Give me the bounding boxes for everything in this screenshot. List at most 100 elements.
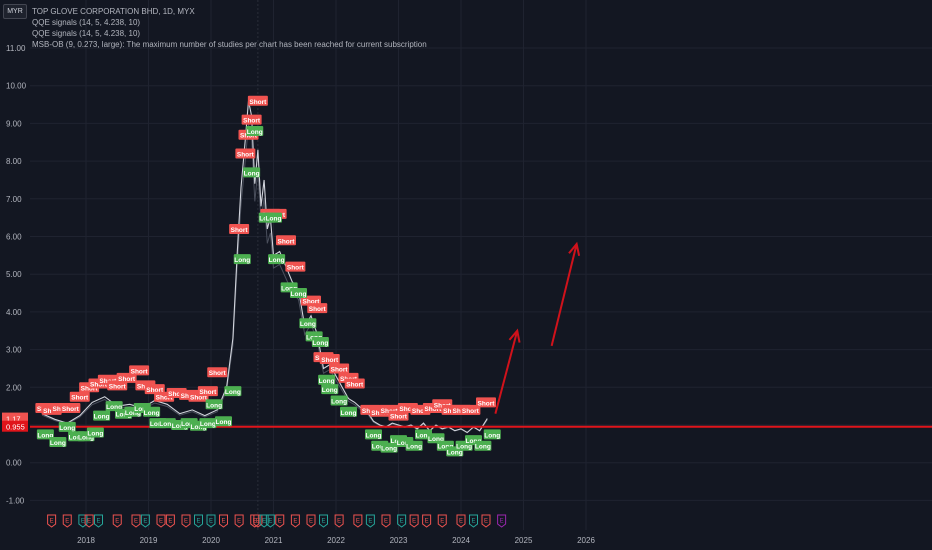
earnings-marker-letter: E (237, 519, 241, 525)
earnings-marker-shape (234, 514, 244, 528)
currency-badge[interactable]: MYR (3, 4, 27, 19)
signal-text: Long (200, 421, 216, 428)
y-tick-label: 11.00 (6, 44, 26, 53)
signal-text: Long (484, 432, 500, 439)
symbol-title[interactable]: TOP GLOVE CORPORATION BHD, 1D, MYX (32, 7, 195, 16)
short-signal-label: Short (247, 95, 268, 106)
signal-text: Short (168, 391, 186, 398)
short-signal-label: Short (476, 397, 496, 408)
signal-text: Long (312, 340, 328, 347)
price-axis[interactable]: 11.00 10.00 9.00 8.00 7.00 6.00 5.00 4.00 3.00 2.… (6, 44, 27, 505)
earnings-marker-shape (365, 514, 375, 528)
signal-text: Long (266, 216, 282, 223)
signal-text: Short (90, 382, 108, 389)
price-line (41, 100, 488, 434)
y-tick-label: 6.00 (6, 233, 22, 242)
signal-text: Short (71, 395, 89, 402)
earnings-marker: E (84, 514, 94, 528)
long-signal-label: Long (36, 429, 54, 440)
long-signal-label: Long (58, 421, 76, 432)
annotation-arrows (494, 241, 581, 414)
earnings-marker: E (140, 514, 150, 528)
short-signal-label: Short (460, 404, 481, 415)
signal-text: Long (206, 402, 222, 409)
time-axis[interactable]: 2018 2019 2020 2021 2022 2023 2024 2025 2026 (77, 536, 595, 545)
signal-box (243, 167, 261, 178)
axis-price-label: 1.17 (2, 412, 28, 424)
earnings-marker-letter: E (96, 519, 100, 525)
long-signal-label: Long (427, 433, 445, 444)
long-signal-label: Long (224, 386, 242, 397)
earnings-marker: E (397, 514, 407, 528)
signal-text: Long (466, 438, 482, 445)
signal-text: Short (399, 406, 417, 413)
long-signal-label: Long (474, 440, 492, 451)
signal-text: Long (381, 446, 397, 453)
signal-text: Short (309, 306, 327, 313)
earnings-marker: E (469, 514, 478, 528)
study-legend-3[interactable]: MSB-OB (9, 0.273, large): The maximum nu… (32, 40, 427, 49)
long-signal-label: Long (233, 254, 251, 265)
earnings-marker-letter: E (253, 519, 257, 525)
earnings-marker-letter: E (196, 519, 200, 525)
signal-text: Short (346, 382, 364, 389)
earnings-marker: E (165, 514, 175, 528)
earnings-marker-letter: E (50, 519, 54, 525)
earnings-marker-shape (47, 514, 57, 528)
earnings-marker-shape (62, 514, 72, 528)
signal-text: Long (59, 425, 75, 432)
signal-text: Short (199, 389, 217, 396)
signal-box (285, 261, 306, 272)
signal-box (276, 235, 296, 246)
signal-text: Long (216, 419, 232, 426)
short-signal-label: Short (285, 261, 306, 272)
long-signal-label: Long (105, 401, 123, 412)
signal-box (199, 418, 217, 429)
price-labels: 1.170.955 (2, 412, 28, 432)
long-signal-label: Long (330, 395, 348, 406)
earnings-marker-shape (140, 514, 150, 528)
signal-box (205, 399, 223, 410)
earnings-marker-letter: E (440, 519, 444, 525)
earnings-marker-letter: E (471, 519, 475, 525)
short-signal-label: Short (235, 148, 256, 159)
earnings-marker-letter: E (337, 519, 341, 525)
earnings-marker-shape (397, 514, 407, 528)
signal-text: Short (303, 299, 321, 306)
signal-box (197, 386, 218, 397)
signal-text: Short (240, 133, 258, 140)
signal-box (483, 429, 501, 440)
short-signal-label: Short (197, 386, 218, 397)
axis-price-label-text: 1.17 (6, 415, 21, 424)
earnings-marker-letter: E (262, 519, 266, 525)
annotation-arrow (550, 241, 581, 347)
signal-text: Short (146, 387, 164, 394)
long-signal-label: Long (290, 288, 307, 299)
x-tick-label: 2026 (577, 536, 595, 545)
signal-text: Long (366, 432, 382, 439)
study-legend-1[interactable]: QQE signals (14, 5, 4.238, 10) (32, 18, 141, 27)
earnings-marker-shape (94, 514, 103, 528)
annotation-arrow (494, 328, 521, 414)
signal-text: Short (243, 118, 261, 125)
earnings-marker-letter: E (209, 519, 213, 525)
earnings-marker-shape (156, 514, 166, 528)
study-legend-2[interactable]: QQE signals (14, 5, 4.238, 10) (32, 29, 141, 38)
earnings-marker-shape (437, 514, 447, 528)
earnings-marker: E (365, 514, 375, 528)
signal-text: Long (69, 434, 85, 441)
long-signal-label: Long (268, 254, 286, 265)
earnings-marker-shape (194, 514, 203, 528)
signal-text: Short (231, 227, 249, 234)
earnings-marker: E (259, 514, 269, 528)
earnings-marker-shape (422, 514, 432, 528)
earnings-marker: E (437, 514, 447, 528)
earnings-marker-shape (306, 514, 316, 528)
signal-box (215, 416, 232, 427)
signal-box (235, 148, 256, 159)
signal-text: Long (341, 410, 357, 417)
long-signal-label: Long (205, 399, 223, 410)
x-tick-label: 2022 (327, 536, 345, 545)
signal-text: Short (249, 99, 267, 106)
